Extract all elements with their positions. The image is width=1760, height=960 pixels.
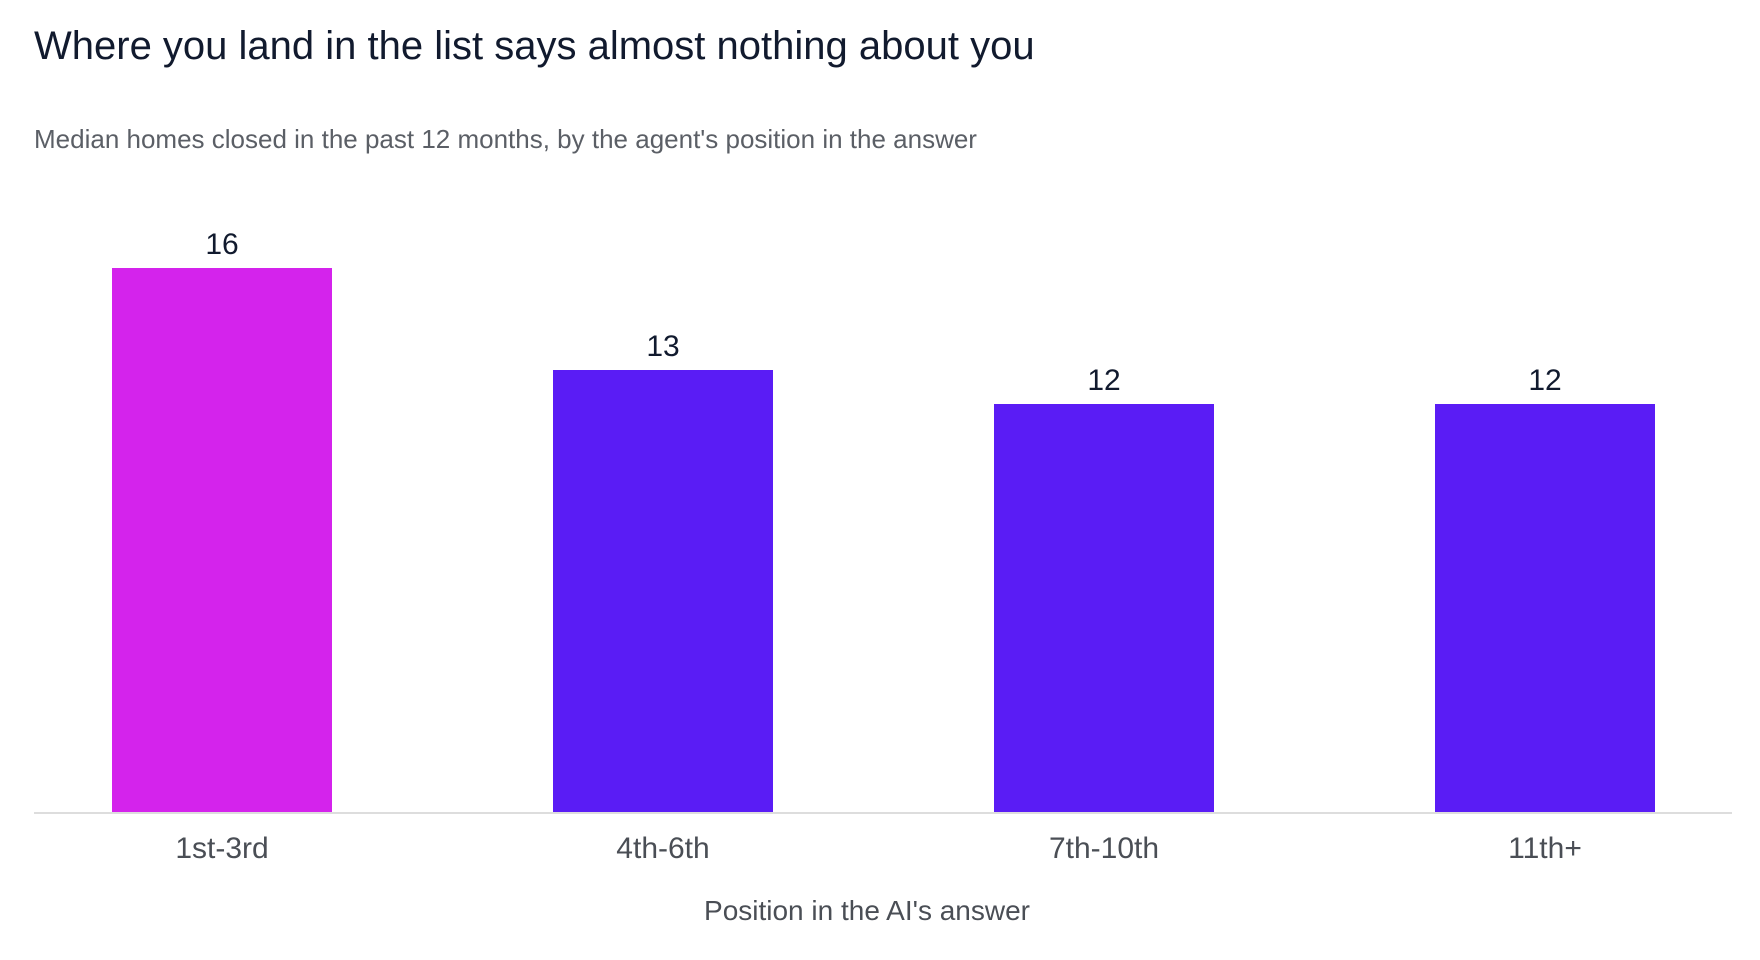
chart-title: Where you land in the list says almost n… <box>34 24 1035 68</box>
bar-1 <box>112 268 332 812</box>
x-tick-label-4: 11th+ <box>1508 832 1582 865</box>
x-tick-label-1: 1st-3rd <box>175 832 268 865</box>
x-tick-label-3: 7th-10th <box>1049 832 1159 865</box>
x-tick-label-2: 4th-6th <box>616 832 709 865</box>
bar-2 <box>553 370 773 812</box>
x-axis-title: Position in the AI's answer <box>704 895 1030 926</box>
data-label-2: 13 <box>646 330 679 363</box>
data-label-4: 12 <box>1528 364 1561 397</box>
bar-3 <box>994 404 1214 812</box>
data-label-1: 16 <box>205 228 238 261</box>
bar-4 <box>1435 404 1655 812</box>
data-label-3: 12 <box>1087 364 1120 397</box>
chart-subtitle: Median homes closed in the past 12 month… <box>34 124 977 154</box>
